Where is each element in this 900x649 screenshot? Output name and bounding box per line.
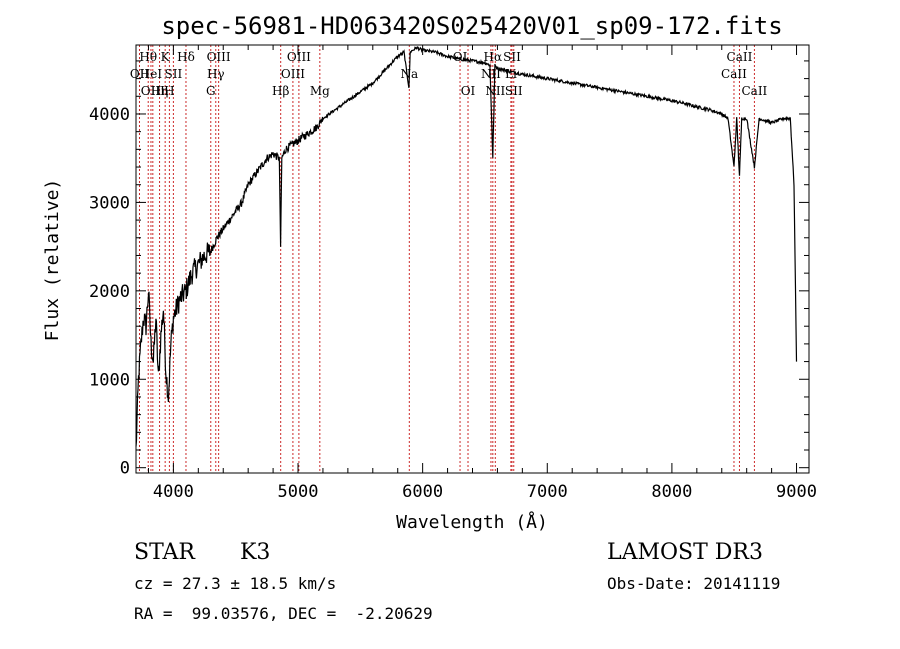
y-tick-label: 0 bbox=[120, 459, 130, 479]
x-tick-label: 7000 bbox=[527, 482, 568, 502]
spectral-line-label: OIII bbox=[141, 84, 165, 98]
spectral-line-label: OIII bbox=[207, 50, 231, 64]
survey-label: LAMOST DR3 bbox=[607, 540, 763, 565]
spectral-line-label: Hθ bbox=[139, 50, 157, 64]
spectral-line-label: G bbox=[206, 84, 216, 98]
spectral-line-label: H bbox=[164, 84, 174, 98]
y-axis-ticks: 0 1000 2000 3000 4000 bbox=[89, 60, 809, 479]
spectral-line-label: OIII bbox=[281, 67, 305, 81]
object-class: STAR bbox=[134, 540, 195, 565]
spectrum-series-line bbox=[135, 46, 798, 447]
spectral-line-label: SII bbox=[503, 50, 521, 64]
spectral-line-markers bbox=[138, 45, 755, 473]
spectral-line-label: SII bbox=[165, 67, 183, 81]
spectral-line-label: CaII bbox=[721, 67, 747, 81]
spectral-line-label: NII bbox=[485, 84, 505, 98]
spectral-line-label: SII bbox=[505, 84, 523, 98]
x-axis-ticks: 4000 5000 6000 7000 8000 9000 bbox=[147, 45, 817, 502]
y-tick-label: 3000 bbox=[89, 193, 130, 213]
subclass: K3 bbox=[240, 540, 271, 565]
spectral-line-label: CaII bbox=[741, 84, 767, 98]
spectral-line-label: Hδ bbox=[177, 50, 195, 64]
spectral-line-label: NII bbox=[481, 67, 501, 81]
spectral-line-label: Hη bbox=[151, 84, 169, 98]
spectral-line-label: Hγ bbox=[207, 67, 225, 81]
y-axis-label: Flux (relative) bbox=[42, 179, 63, 342]
y-tick-label: 1000 bbox=[89, 370, 130, 390]
x-tick-label: 9000 bbox=[776, 482, 817, 502]
spectral-line-label: OIII bbox=[287, 50, 311, 64]
spectral-line-label: Mg bbox=[310, 84, 330, 98]
spectral-line-labels: OIIHθHeIOIIIHηKHSIIHδGHγOIIIHβOIIIOIIIMg… bbox=[130, 50, 768, 98]
x-tick-label: 6000 bbox=[402, 482, 443, 502]
spectral-line-label: OI bbox=[453, 50, 468, 64]
x-axis-label: Wavelength (Å) bbox=[396, 511, 548, 533]
redshift-velocity: cz = 27.3 ± 18.5 km/s bbox=[134, 574, 337, 593]
y-tick-label: 4000 bbox=[89, 105, 130, 125]
observation-date: Obs-Date: 20141119 bbox=[607, 574, 781, 593]
spectral-line-label: OII bbox=[130, 67, 150, 81]
spectral-line-label: HeI bbox=[140, 67, 163, 81]
spectral-line-label: OI bbox=[461, 84, 476, 98]
coordinates: RA = 99.03576, DEC = -2.20629 bbox=[134, 604, 433, 623]
spectral-line-label: K bbox=[161, 50, 171, 64]
x-tick-label: 5000 bbox=[278, 482, 319, 502]
x-tick-label: 8000 bbox=[651, 482, 692, 502]
spectral-line-label: CaII bbox=[727, 50, 753, 64]
y-tick-label: 2000 bbox=[89, 282, 130, 302]
chart-title: spec-56981-HD063420S025420V01_sp09-172.f… bbox=[161, 12, 782, 40]
x-tick-label: 4000 bbox=[153, 482, 194, 502]
spectral-line-label: Hβ bbox=[272, 84, 289, 98]
spectral-line-label: Hα bbox=[484, 50, 503, 64]
